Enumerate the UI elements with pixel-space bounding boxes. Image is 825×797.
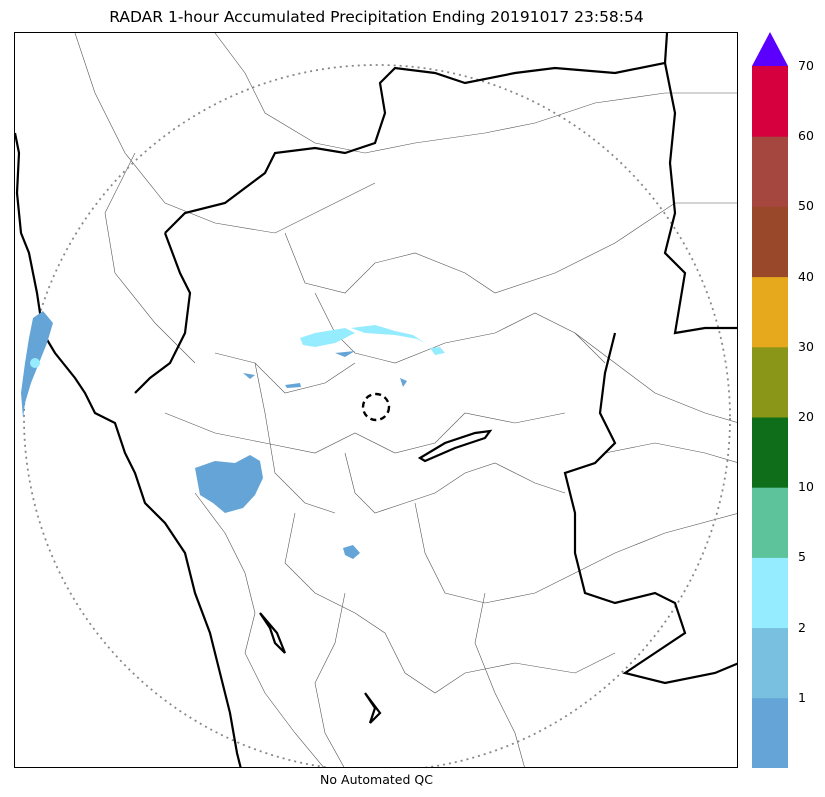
colorbar-tick-label: 5	[798, 549, 806, 565]
colorbar-bin	[752, 206, 788, 278]
colorbar-bin	[752, 346, 788, 418]
state-boundaries	[15, 33, 737, 767]
colorbar-bin	[752, 276, 788, 348]
radar-map	[14, 32, 738, 768]
range-ring	[23, 64, 731, 767]
colorbar-bin	[752, 697, 788, 768]
precipitation-areas	[21, 311, 445, 559]
colorbar-bins	[752, 66, 788, 768]
colorbar-tick-label: 1	[798, 689, 806, 705]
colorbar-tick-label: 70	[798, 58, 814, 73]
map-canvas	[15, 33, 737, 767]
colorbar-bin	[752, 66, 788, 137]
colorbar-bin	[752, 417, 788, 488]
colorbar-tick-label: 30	[798, 338, 814, 354]
colorbar-tick-label: 2	[798, 619, 806, 635]
colorbar-tick-label: 60	[798, 128, 814, 144]
colorbar-bin	[752, 557, 788, 629]
colorbar-bin	[752, 627, 788, 699]
colorbar-tick-label: 50	[798, 198, 814, 214]
radar-site-marker	[361, 392, 391, 422]
map-title: RADAR 1-hour Accumulated Precipitation E…	[109, 8, 644, 26]
qc-status-label: No Automated QC	[320, 772, 433, 787]
colorbar-tick-label: 20	[798, 409, 814, 424]
colorbar	[752, 32, 788, 768]
colorbar-extend-triangle	[752, 32, 788, 66]
colorbar-tick-label: 40	[798, 268, 814, 284]
colorbar-tick-label: 10	[798, 479, 814, 495]
district-boundaries	[74, 33, 737, 767]
colorbar-bin	[752, 487, 788, 558]
colorbar-bin	[752, 136, 788, 207]
